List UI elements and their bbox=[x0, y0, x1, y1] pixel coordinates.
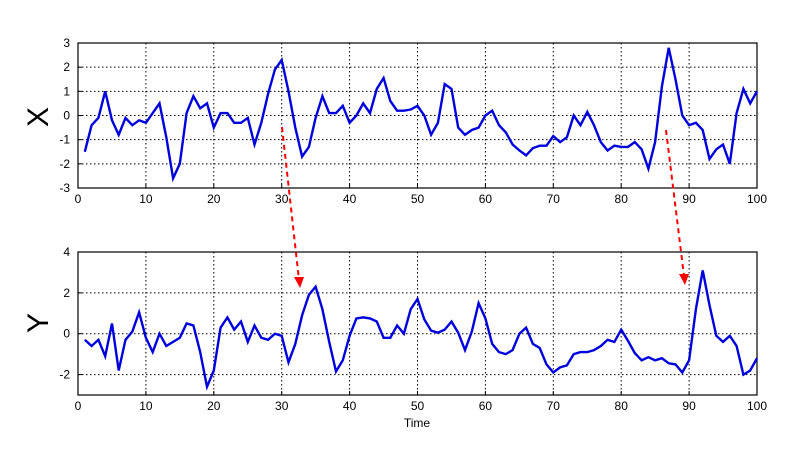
x-tick-label: 0 bbox=[75, 399, 82, 413]
x-tick-label: 90 bbox=[682, 399, 696, 413]
x-tick-label: 80 bbox=[615, 192, 629, 206]
y-tick-label: 0 bbox=[63, 327, 70, 341]
x-tick-label: 10 bbox=[139, 399, 153, 413]
x-tick-label: 100 bbox=[747, 192, 767, 206]
x-tick-label: 100 bbox=[747, 399, 767, 413]
causal-arrow-2 bbox=[665, 129, 685, 277]
x-tick-label: 70 bbox=[547, 399, 561, 413]
y-tick-label: -3 bbox=[59, 181, 70, 195]
x-ticks-x: 0 10 20 30 40 50 60 70 80 90 100 bbox=[75, 184, 767, 206]
causal-arrow-1-head bbox=[294, 277, 304, 288]
x-tick-label: 50 bbox=[411, 192, 425, 206]
x-tick-label: 40 bbox=[343, 399, 357, 413]
y-tick-label: -2 bbox=[59, 368, 70, 382]
x-tick-label: 50 bbox=[411, 399, 425, 413]
x-ticks-y: 0 10 20 30 40 50 60 70 80 90 100 bbox=[75, 391, 767, 413]
y-tick-label: 2 bbox=[63, 60, 70, 74]
x-tick-label: 30 bbox=[275, 399, 289, 413]
grid-y bbox=[78, 252, 757, 395]
x-tick-label: 0 bbox=[75, 192, 82, 206]
y-ticks-y: -2 0 2 4 bbox=[59, 245, 82, 382]
x-tick-label: 60 bbox=[479, 399, 493, 413]
x-axis-label-time: Time bbox=[404, 416, 431, 430]
panel-y: -2 0 2 4 0 10 20 30 40 50 60 70 80 90 100 Y Time bbox=[22, 245, 767, 430]
x-tick-label: 90 bbox=[682, 192, 696, 206]
x-tick-label: 60 bbox=[479, 192, 493, 206]
y-tick-label: 4 bbox=[63, 245, 70, 259]
causal-arrow-2-head bbox=[679, 274, 689, 285]
x-tick-label: 20 bbox=[207, 399, 221, 413]
x-tick-label: 10 bbox=[139, 192, 153, 206]
series-line-x bbox=[83, 47, 759, 183]
x-tick-label: 40 bbox=[343, 192, 357, 206]
y-tick-label: 2 bbox=[63, 286, 70, 300]
y-axis-label-x: X bbox=[22, 107, 55, 127]
y-tick-label: 0 bbox=[63, 109, 70, 123]
x-tick-label: 70 bbox=[547, 192, 561, 206]
x-tick-label: 20 bbox=[207, 192, 221, 206]
y-axis-label-y: Y bbox=[22, 313, 55, 333]
y-tick-label: -1 bbox=[59, 133, 70, 147]
panel-x: -3 -2 -1 0 1 2 3 0 10 20 30 40 50 60 70 80 90 100 X bbox=[22, 36, 767, 206]
y-tick-label: 3 bbox=[63, 36, 70, 50]
x-tick-label: 30 bbox=[275, 192, 289, 206]
y-ticks-x: -3 -2 -1 0 1 2 3 bbox=[59, 36, 82, 195]
series-line-y bbox=[83, 270, 759, 391]
y-tick-label: -2 bbox=[59, 157, 70, 171]
y-tick-label: 1 bbox=[63, 84, 70, 98]
x-tick-label: 80 bbox=[615, 399, 629, 413]
causal-arrow-1 bbox=[281, 126, 300, 281]
